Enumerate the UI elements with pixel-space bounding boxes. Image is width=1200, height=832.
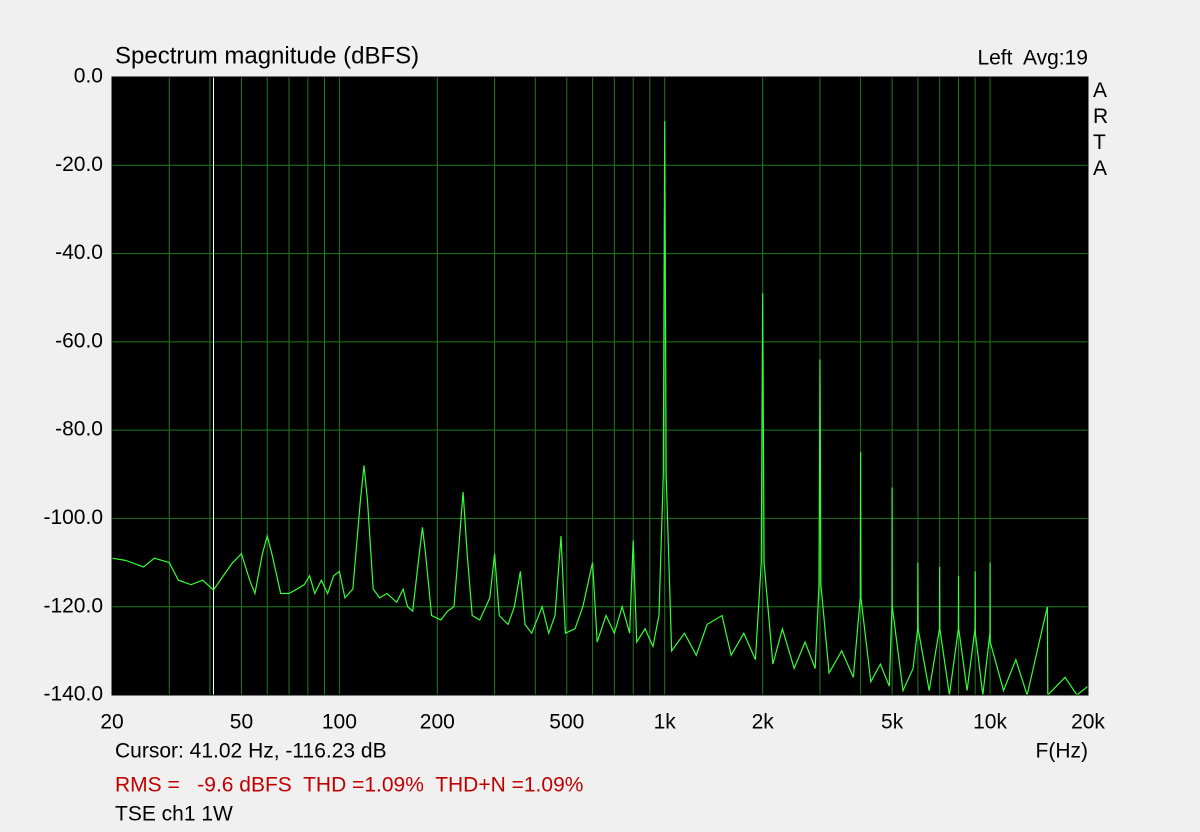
x-tick-label: 20k <box>1071 711 1105 734</box>
y-tick-label: -120.0 <box>43 594 103 617</box>
x-tick-label: 50 <box>230 711 253 734</box>
y-tick-label: -140.0 <box>43 683 103 706</box>
x-tick-label: 2k <box>752 711 775 734</box>
y-tick-label: -60.0 <box>55 329 103 352</box>
x-tick-label: 1k <box>654 711 677 734</box>
x-axis-label: F(Hz) <box>1036 740 1088 763</box>
chart-title: Spectrum magnitude (dBFS) <box>115 42 419 69</box>
x-tick-label: 10k <box>973 711 1007 734</box>
x-tick-label: 500 <box>549 711 584 734</box>
spectrum-line <box>111 121 1089 698</box>
stats: RMS = -9.6 dBFS THD =1.09% THD+N =1.09% <box>115 774 583 797</box>
x-tick-label: 5k <box>881 711 904 734</box>
plot-frame <box>111 76 1089 696</box>
cursor-readout: Cursor: 41.02 Hz, -116.23 dB <box>115 740 387 763</box>
plot-area <box>112 77 1088 695</box>
side-label: ARTA <box>1093 79 1109 180</box>
y-tick-label: -40.0 <box>55 241 103 264</box>
y-tick-label: -80.0 <box>55 418 103 441</box>
channel-label: Left Avg:19 <box>977 47 1088 70</box>
x-tick-label: 200 <box>420 711 455 734</box>
y-tick-label: 0.0 <box>74 65 103 88</box>
x-tick-label: 100 <box>322 711 357 734</box>
note: TSE ch1 1W <box>115 803 233 826</box>
y-tick-label: -20.0 <box>55 153 103 176</box>
y-tick-label: -100.0 <box>43 506 103 529</box>
x-tick-label: 20 <box>100 711 123 734</box>
